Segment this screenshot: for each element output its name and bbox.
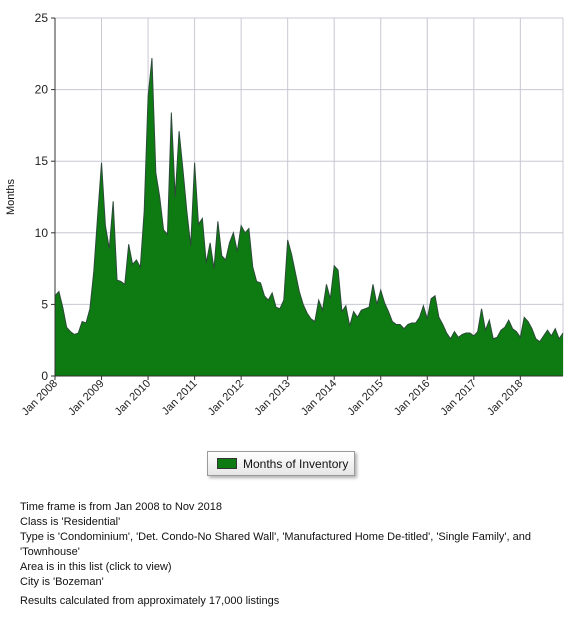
legend-label: Months of Inventory xyxy=(243,456,349,471)
x-tick-label: Jan 2014 xyxy=(299,378,339,418)
x-tick-label: Jan 2008 xyxy=(20,378,60,418)
search-criteria: Time frame is from Jan 2008 to Nov 2018 … xyxy=(20,500,576,609)
x-tick-label: Jan 2009 xyxy=(66,378,106,418)
criteria-area-link[interactable]: Area is in this list (click to view) xyxy=(20,561,172,573)
x-tick-label: Jan 2013 xyxy=(252,378,292,418)
area-series-months-of-inventory[interactable] xyxy=(55,58,563,376)
x-tick-label: Jan 2018 xyxy=(485,378,525,418)
y-tick-label: 5 xyxy=(41,297,48,311)
y-tick-label: 15 xyxy=(35,154,49,168)
x-tick-label: Jan 2016 xyxy=(392,378,432,418)
criteria-type: Type is 'Condominium', 'Det. Condo-No Sh… xyxy=(20,531,532,558)
y-axis-label: Months xyxy=(5,178,17,215)
x-tick-label: Jan 2010 xyxy=(113,378,153,418)
criteria-city: City is 'Bozeman' xyxy=(20,576,104,588)
x-tick-label: Jan 2015 xyxy=(345,378,385,418)
chart-axes xyxy=(54,18,563,377)
area-series-outline xyxy=(54,58,564,343)
legend[interactable]: Months of Inventory xyxy=(207,451,355,476)
y-tick-label: 25 xyxy=(35,11,49,25)
y-tick-label: 10 xyxy=(35,226,49,240)
x-tick-label: Jan 2017 xyxy=(438,378,478,418)
x-tick-label: Jan 2011 xyxy=(160,378,200,418)
y-tick-label: 20 xyxy=(35,83,49,97)
results-count: Results calculated from approximately 17… xyxy=(20,595,280,607)
y-tick-labels: 0 5 10 15 20 25 xyxy=(35,11,55,383)
x-tick-labels: Jan 2008 Jan 2009 Jan 2010 Jan 2011 Jan 2012… xyxy=(20,376,525,418)
x-tick-label: Jan 2012 xyxy=(206,378,246,418)
y-tick-label: 0 xyxy=(41,369,48,383)
criteria-timeframe: Time frame is from Jan 2008 to Nov 2018 xyxy=(20,501,222,513)
legend-swatch xyxy=(217,458,237,469)
criteria-class: Class is 'Residential' xyxy=(20,516,121,528)
